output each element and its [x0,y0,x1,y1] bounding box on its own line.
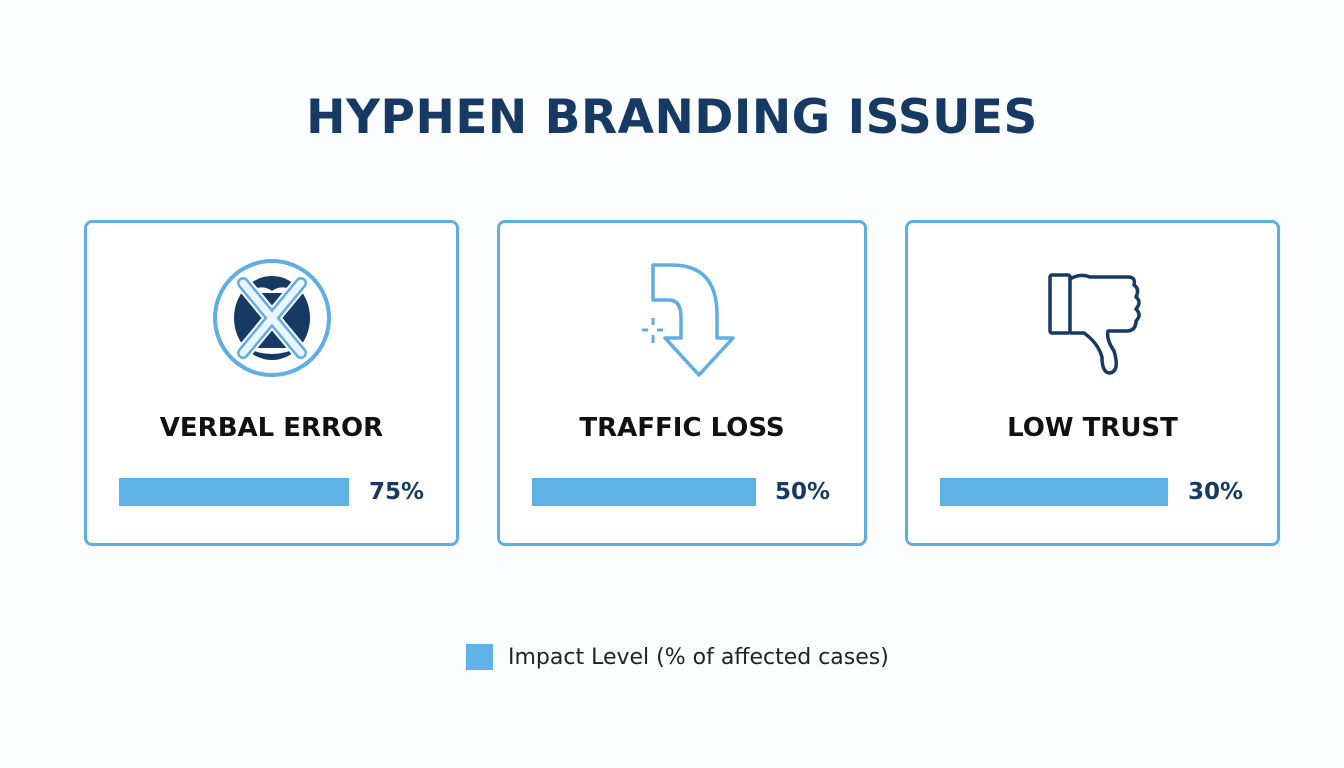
card-low-trust: LOW TRUST 30% [905,220,1280,546]
impact-bar [940,478,1168,506]
value-label: 50% [775,479,831,505]
impact-bar [119,478,349,506]
down-turn-arrow-icon [642,263,735,377]
category-label: VERBAL ERROR [159,413,384,443]
impact-bar [532,478,756,506]
value-label: 75% [369,479,425,505]
page-title: HYPHEN BRANDING ISSUES [306,90,1038,145]
card-verbal-error: VERBAL ERROR 75% [84,220,459,546]
legend: Impact Level (% of affected cases) [466,644,889,670]
thumbs-down-icon [1047,273,1141,375]
value-label: 30% [1188,479,1244,505]
category-label: TRAFFIC LOSS [579,413,785,443]
card-traffic-loss: TRAFFIC LOSS 50% [497,220,867,546]
category-label: LOW TRUST [1007,413,1178,443]
legend-swatch [466,644,493,670]
crossed-mouth-icon [212,259,331,377]
legend-label: Impact Level (% of affected cases) [508,644,889,670]
